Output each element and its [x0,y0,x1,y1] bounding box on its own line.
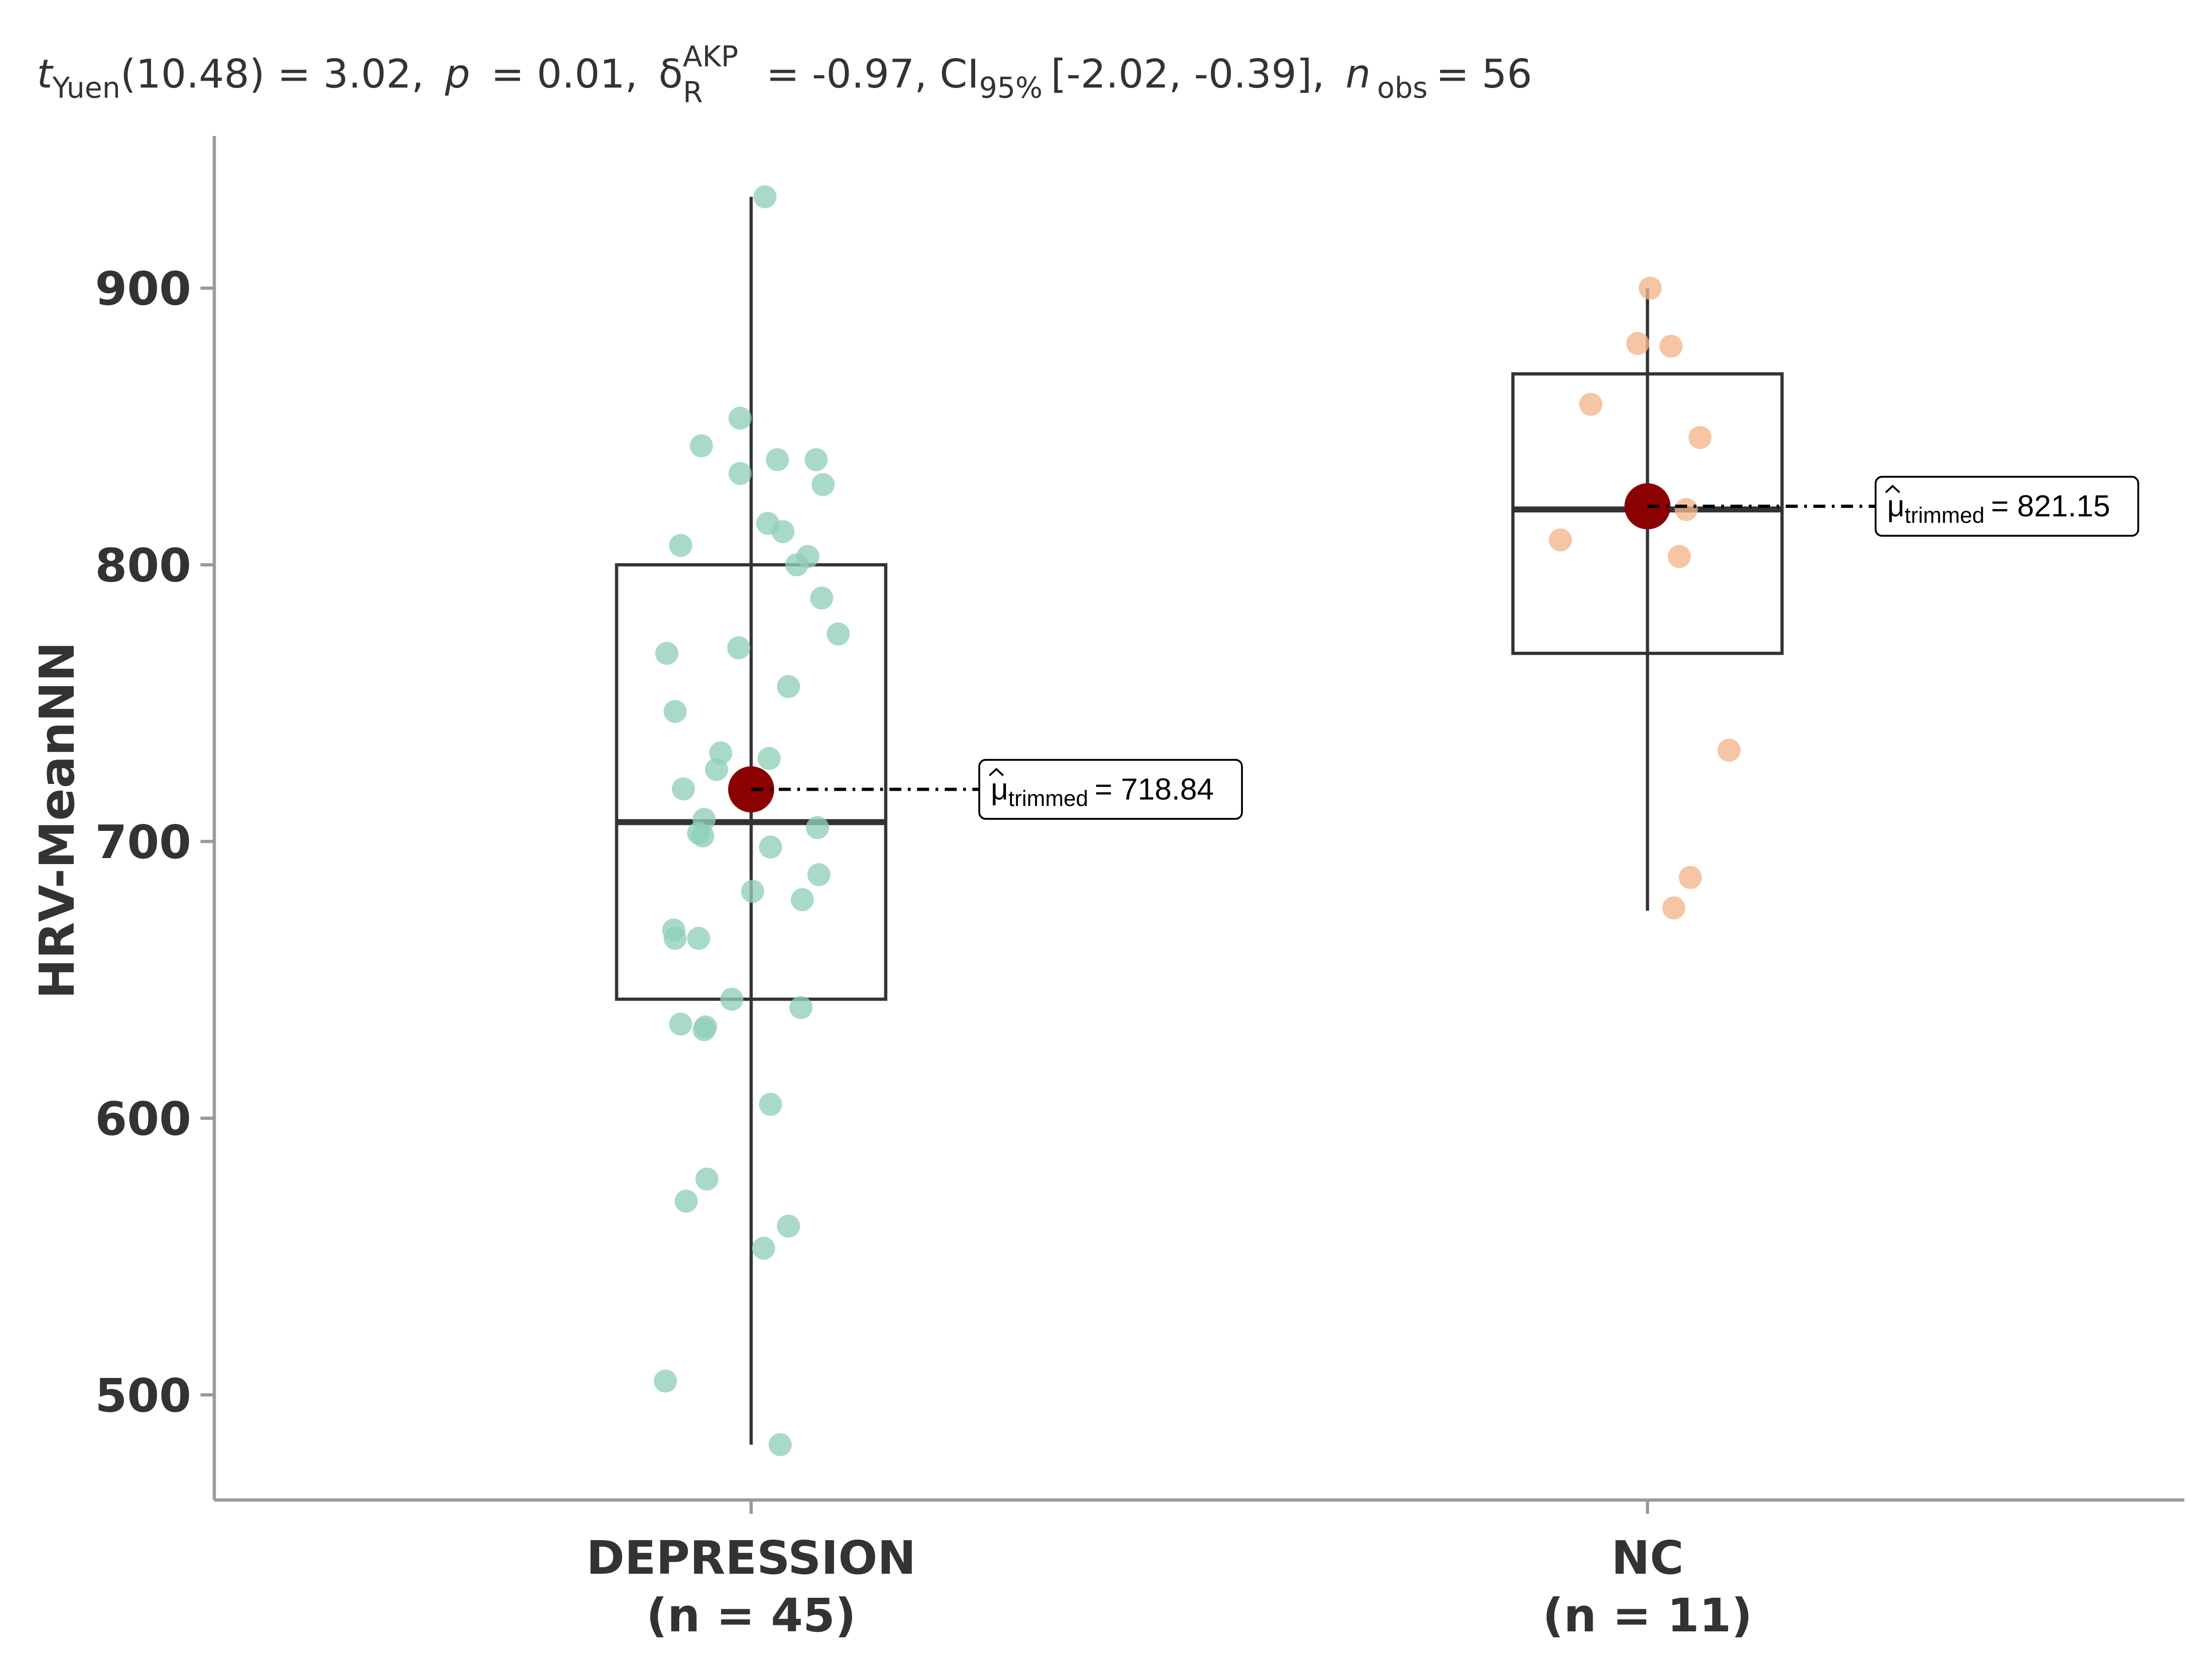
data-point [691,824,714,848]
y-tick-label: 900 [95,262,191,316]
boxplots [615,197,1784,1445]
subtitle-t-value: (10.48) = 3.02, [120,51,424,97]
data-point [752,1236,775,1260]
data-point [1626,332,1649,355]
mean-label-value: = 718.84 [1094,772,1214,806]
data-point [805,448,828,471]
y-tick-label: 700 [95,815,191,869]
data-point [1688,426,1712,449]
mean-label-sub: trimmed [1008,787,1088,811]
mean-label-mu: μ [991,772,1008,806]
subtitle-delta-sub: R [683,76,703,109]
y-tick-label: 800 [95,539,191,593]
subtitle-p-label: p [444,51,470,97]
data-point [654,1369,677,1393]
data-point [789,996,812,1019]
data-point [741,880,764,903]
x-tick-count: (n = 11) [1542,1588,1752,1642]
data-point [791,888,814,912]
subtitle-n-sub: obs [1377,71,1428,105]
data-point [729,462,752,485]
data-point [705,758,728,781]
data-point [1659,335,1683,358]
subtitle-delta-value: = -0.97, CI [766,51,979,97]
mean-label-hat [1885,484,1900,494]
data-point [669,1012,692,1036]
data-point [777,675,800,698]
data-point [827,622,850,646]
box [1511,372,1784,655]
data-point [1662,896,1685,920]
mean-label: μtrimmed = 718.84 [991,772,1214,811]
data-point [812,473,835,496]
subtitle-n-label: n [1346,51,1371,97]
data-point [664,927,687,950]
data-point [1639,276,1662,300]
mean-label-mu: μ [1887,489,1905,523]
data-point [766,448,789,471]
x-tick-label: DEPRESSION [586,1531,916,1585]
y-axis-title: HRV-MeanNN [29,641,85,999]
data-point [1718,738,1741,762]
data-point [771,520,794,543]
data-point [727,636,750,659]
data-point [664,700,687,723]
data-point [759,1093,782,1116]
mean-label: μtrimmed = 821.15 [1887,489,2110,528]
subtitle-ci-sub: 95% [979,71,1042,105]
subtitle-delta-sup: AKP [683,40,738,73]
data-point [769,1433,792,1456]
data-point [777,1214,800,1238]
data-point [807,863,830,887]
data-point [687,927,710,950]
data-point [759,835,782,859]
x-tick-count: (n = 45) [646,1588,856,1642]
y-tick-label: 500 [95,1369,191,1423]
subtitle-delta-symbol: δ [659,51,683,97]
x-tick-label: NC [1611,1531,1683,1585]
data-point [1579,393,1602,416]
data-point [785,553,808,577]
data-point [695,1167,718,1191]
box [615,563,888,1001]
data-point [758,747,781,770]
mean-label-hat [988,768,1004,777]
data-point [1668,545,1691,568]
data-point [672,777,695,800]
mean-label-box [978,759,1243,820]
data-point [1679,866,1702,889]
data-point [669,534,692,557]
subtitle-t-label: t [37,51,54,97]
data-point [1675,498,1698,521]
data-point [753,185,777,209]
data-point [690,434,713,458]
data-point [675,1189,698,1213]
subtitle-p-value: = 0.01, [491,51,637,97]
subtitle-n-value: = 56 [1436,51,1532,97]
mean-label-sub: trimmed [1905,504,1984,528]
mean-label-value: = 821.15 [1991,489,2110,523]
data-point [729,406,752,430]
data-point [810,586,833,610]
data-point [806,816,829,840]
y-tick-label: 600 [95,1092,191,1146]
chart-subtitle: tYuen(10.48) = 3.02, p = 0.01, δAKP R = -… [37,40,1532,112]
data-point [655,641,678,665]
subtitle-t-sub: Yuen [52,71,121,105]
data-point [693,1018,716,1041]
data-points [654,185,1741,1456]
data-point [720,988,743,1011]
data-point [1549,528,1572,552]
subtitle-ci-value: [-2.02, -0.39], [1051,51,1324,97]
mean-label-box [1875,476,2139,537]
axes: 500 600 700 800 900 DEPRESSION(n = 45) NC(n = … [95,136,2184,1642]
